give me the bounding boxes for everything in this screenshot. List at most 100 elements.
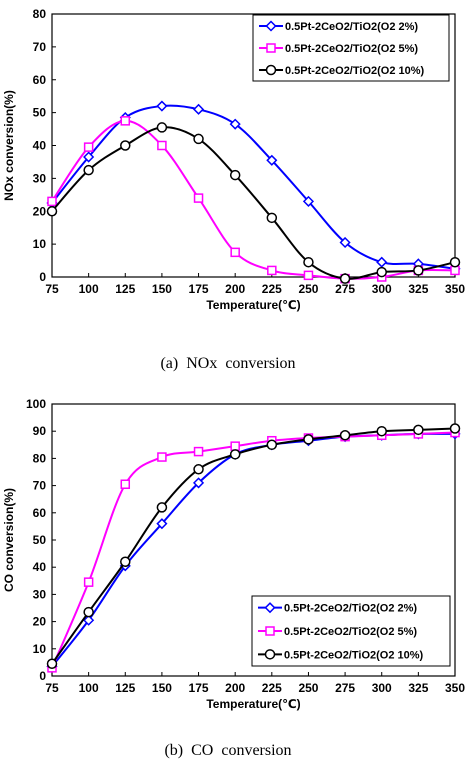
data-point	[339, 273, 351, 284]
data-point	[449, 256, 461, 268]
x-tick-label: 225	[262, 681, 282, 695]
legend-marker	[264, 602, 276, 614]
x-axis-label: Temperature(℃)	[206, 298, 300, 312]
y-tick-label: 40	[33, 139, 47, 153]
data-point	[303, 270, 314, 281]
legend-label: 0.5Pt-2CeO2/TiO2(O2 2%)	[285, 21, 418, 33]
series-line	[51, 119, 456, 280]
legend-box	[251, 595, 451, 667]
data-point	[449, 423, 461, 434]
data-point	[193, 133, 204, 145]
x-axis-label: Temperature(℃)	[206, 697, 300, 711]
y-tick-label: 50	[33, 533, 47, 547]
data-point	[229, 118, 241, 130]
legend-marker	[265, 64, 277, 76]
y-tick-label: 20	[33, 615, 47, 629]
legend-label: 0.5Pt-2CeO2/TiO2(O2 5%)	[285, 43, 418, 55]
y-tick-label: 70	[33, 479, 47, 493]
legend-label: 0.5Pt-2CeO2/TiO2(O2 10%)	[284, 649, 424, 661]
data-point	[192, 477, 205, 489]
legend-label: 0.5Pt-2CeO2/TiO2(O2 2%)	[284, 603, 417, 615]
y-tick-label: 0	[39, 669, 46, 683]
x-tick-label: 200	[225, 282, 245, 296]
x-tick-label: 150	[152, 282, 172, 296]
x-tick-label: 250	[298, 681, 318, 695]
data-point	[339, 236, 351, 249]
x-tick-label: 125	[115, 681, 135, 695]
x-tick-label: 325	[408, 282, 428, 296]
data-point	[230, 247, 240, 258]
data-point	[156, 502, 168, 513]
y-tick-label: 10	[33, 642, 47, 656]
legend-marker	[264, 649, 276, 660]
legend-marker	[266, 43, 276, 53]
data-point	[156, 518, 168, 530]
legend-marker	[265, 20, 277, 32]
data-point	[83, 142, 94, 152]
legend-label: 0.5Pt-2CeO2/TiO2(O2 5%)	[284, 626, 417, 638]
x-tick-label: 100	[79, 282, 99, 296]
data-point	[413, 424, 424, 436]
nox-conversion-chart: 0 10 20 30 40 50 60 70 80 75 100 125 150 175 200 225 250…	[2, 7, 465, 372]
series-line	[51, 126, 456, 280]
y-tick-label: 20	[33, 204, 47, 218]
data-point	[229, 169, 241, 181]
data-point	[302, 195, 315, 207]
y-tick-label: 50	[33, 106, 47, 120]
data-point	[266, 154, 278, 166]
data-point	[266, 212, 278, 224]
data-point	[413, 265, 424, 276]
figure-caption: (a) NOx conversion	[160, 355, 295, 372]
data-point	[230, 441, 240, 451]
data-point	[376, 266, 387, 278]
y-axis-label: CO conversion(%)	[2, 488, 16, 592]
data-point	[83, 577, 94, 587]
legend-marker	[265, 626, 275, 636]
y-tick-label: 30	[33, 587, 47, 601]
series-line	[51, 104, 456, 270]
data-point	[156, 122, 168, 133]
y-tick-label: 70	[33, 40, 47, 54]
data-point	[193, 193, 204, 203]
data-point	[83, 614, 95, 626]
x-tick-label: 350	[445, 282, 465, 296]
x-tick-label: 100	[79, 681, 99, 695]
data-point	[376, 256, 388, 268]
data-point	[120, 556, 131, 568]
x-tick-label: 125	[115, 282, 135, 296]
x-tick-label: 75	[45, 282, 59, 296]
co-conversion-chart: 0 10 20 30 40 50 60 70 80 90 100 75 100 125 150 175 200 2…	[2, 397, 465, 759]
data-point	[266, 439, 278, 451]
data-point	[83, 164, 94, 176]
x-tick-label: 150	[152, 681, 172, 695]
data-point	[192, 103, 205, 115]
x-tick-label: 325	[408, 681, 428, 695]
data-point	[193, 446, 204, 457]
x-tick-label: 275	[335, 681, 355, 695]
x-tick-label: 350	[445, 681, 465, 695]
x-tick-label: 175	[189, 681, 209, 695]
data-point	[267, 265, 277, 276]
y-tick-label: 90	[33, 424, 47, 438]
x-tick-label: 250	[298, 282, 318, 296]
data-point	[46, 658, 58, 670]
data-point	[83, 606, 94, 618]
y-tick-label: 10	[33, 237, 47, 251]
x-tick-label: 300	[372, 282, 392, 296]
y-tick-label: 60	[33, 506, 47, 520]
data-point	[376, 425, 387, 437]
y-tick-label: 80	[33, 7, 47, 21]
x-tick-label: 275	[335, 282, 355, 296]
y-tick-label: 100	[26, 397, 46, 411]
figure-caption: (b) CO conversion	[164, 742, 291, 759]
x-tick-label: 225	[262, 282, 282, 296]
y-tick-label: 0	[39, 270, 46, 284]
x-tick-label: 175	[189, 282, 209, 296]
data-point	[47, 196, 57, 207]
data-point	[157, 140, 167, 151]
data-point	[157, 452, 167, 462]
y-tick-label: 40	[33, 560, 47, 574]
y-tick-label: 60	[33, 73, 47, 87]
x-tick-label: 300	[372, 681, 392, 695]
